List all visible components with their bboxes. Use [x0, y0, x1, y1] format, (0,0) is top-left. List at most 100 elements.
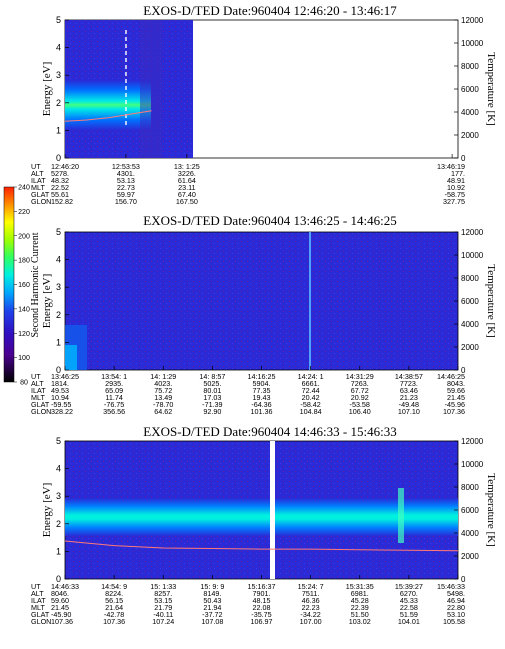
- ephemeris-value: 11.74: [105, 393, 122, 402]
- ephemeris-value: 6270.: [400, 589, 418, 598]
- ephemeris-value: 15:31:35: [346, 582, 374, 591]
- ephemeris-value: 21.64: [105, 603, 123, 612]
- ephemeris-value: 4023.: [154, 379, 172, 388]
- ephemeris-value: 356.56: [103, 407, 125, 416]
- panel-1-ephemeris-table: UTALTILATMLTGLATGLON12:46:205278.48.3222…: [31, 162, 465, 206]
- ephemeris-value: 107.00: [300, 617, 322, 626]
- panel-3-y2label: Temperature [K]: [485, 473, 497, 546]
- ephemeris-value: 14:46:33: [51, 582, 79, 591]
- ephemeris-value: 77.35: [253, 386, 271, 395]
- ephemeris-value: 328.22: [51, 407, 73, 416]
- ephemeris-value: 19.43: [253, 393, 271, 402]
- temperature-tick-label: 8000: [461, 483, 479, 492]
- ephemeris-value: -37.72: [202, 610, 222, 619]
- energy-tick-label: 5: [56, 436, 61, 446]
- ephemeris-value: 107.10: [398, 407, 420, 416]
- panel-1-temperature-curve: [64, 110, 152, 122]
- ephemeris-value: 7901.: [253, 589, 271, 598]
- ephemeris-row-label: GLAT: [31, 610, 50, 619]
- energy-tick-label: 5: [56, 227, 61, 237]
- panel-3-temperature-curve: [64, 540, 459, 552]
- energy-tick-label: 2: [56, 98, 61, 108]
- temperature-tick-label: 8000: [461, 62, 479, 71]
- energy-tick-label: 4: [56, 255, 61, 265]
- temperature-tick-label: 12000: [461, 228, 484, 237]
- ephemeris-value: 22.80: [447, 603, 465, 612]
- ephemeris-value: 3226.: [178, 169, 196, 178]
- panel-2: EXOS-D/TED Date:960404 13:46:25 - 14:46:…: [31, 213, 497, 416]
- colorbar-tick-label: 180: [18, 258, 30, 265]
- ephemeris-value: 8149.: [203, 589, 221, 598]
- energy-tick-label: 5: [56, 15, 61, 25]
- panel-3-ephemeris-table: UTALTILATMLTGLATGLON14:46:338046.59.6021…: [31, 582, 465, 626]
- ephemeris-value: 53.10: [447, 610, 465, 619]
- panel-1: EXOS-D/TED Date:960404 12:46:20 - 13:46:…: [31, 3, 497, 206]
- temperature-tick-label: 12000: [461, 437, 484, 446]
- ephemeris-value: 327.75: [443, 197, 465, 206]
- ephemeris-value: 55.61: [51, 190, 69, 199]
- ephemeris-value: 104.01: [398, 617, 420, 626]
- ephemeris-value: 107.36: [51, 617, 73, 626]
- ephemeris-value: 46.36: [302, 596, 320, 605]
- ephemeris-value: -42.78: [104, 610, 124, 619]
- ephemeris-value: -64.36: [251, 400, 271, 409]
- ephemeris-value: 80.01: [203, 386, 221, 395]
- ephemeris-value: 14:31:29: [346, 372, 374, 381]
- ephemeris-value: 14:46:25: [437, 372, 465, 381]
- ephemeris-value: -58.75: [445, 190, 465, 199]
- ephemeris-value: -34.22: [300, 610, 320, 619]
- ephemeris-value: 21.45: [447, 393, 465, 402]
- ephemeris-value: 8043.: [447, 379, 465, 388]
- temperature-tick-label: 6000: [461, 297, 479, 306]
- ephemeris-row-label: GLON: [31, 197, 51, 206]
- ephemeris-value: 56.15: [105, 596, 123, 605]
- ephemeris-value: 2935.: [105, 379, 123, 388]
- ephemeris-value: 22.52: [51, 183, 69, 192]
- ephemeris-value: 21.94: [203, 603, 221, 612]
- ephemeris-value: 15:24: 7: [298, 582, 324, 591]
- ephemeris-row-label: MLT: [31, 393, 45, 402]
- ephemeris-value: 6661.: [302, 379, 320, 388]
- energy-tick-label: 2: [56, 519, 61, 529]
- temperature-tick-label: 10000: [461, 39, 484, 48]
- ephemeris-value: 59.66: [447, 386, 465, 395]
- panel-3-band-spike: [398, 488, 404, 543]
- temperature-tick-label: 0: [461, 154, 466, 163]
- ephemeris-value: 106.40: [349, 407, 371, 416]
- colorbar-tick-label: 100: [18, 355, 30, 362]
- ephemeris-row-label: ALT: [31, 379, 44, 388]
- panel-1-noise-strip: [140, 20, 162, 158]
- ephemeris-value: 59.97: [117, 190, 135, 199]
- ephemeris-value: 48.15: [253, 596, 271, 605]
- ephemeris-value: 48.32: [51, 176, 69, 185]
- ephemeris-value: 7263.: [351, 379, 369, 388]
- ephemeris-value: 63.46: [400, 386, 418, 395]
- ephemeris-row-label: MLT: [31, 183, 45, 192]
- energy-tick-label: 0: [56, 574, 61, 584]
- ephemeris-value: 22.73: [117, 183, 135, 192]
- temperature-tick-label: 2000: [461, 131, 479, 140]
- ephemeris-value: 104.84: [300, 407, 322, 416]
- ephemeris-value: 5278.: [51, 169, 69, 178]
- ephemeris-value: 8257.: [154, 589, 172, 598]
- panel-2-y2label: Temperature [K]: [485, 264, 497, 337]
- ephemeris-value: 5904.: [253, 379, 271, 388]
- ephemeris-row-label: GLON: [31, 617, 51, 626]
- colorbar-label: Second Harmonic Current: [30, 232, 41, 337]
- energy-tick-label: 1: [56, 337, 61, 347]
- ephemeris-value: -76.75: [104, 400, 124, 409]
- ephemeris-value: 177.: [451, 169, 465, 178]
- ephemeris-row-label: GLAT: [31, 190, 50, 199]
- ephemeris-value: 14:24: 1: [298, 372, 324, 381]
- panel-2-low-energy-core: [65, 345, 77, 370]
- ephemeris-value: 46.94: [447, 596, 465, 605]
- ephemeris-value: 15:39:27: [395, 582, 423, 591]
- ephemeris-value: 21.79: [154, 603, 172, 612]
- temperature-tick-label: 4000: [461, 108, 479, 117]
- panel-2-title: EXOS-D/TED Date:960404 13:46:25 - 14:46:…: [143, 213, 396, 228]
- energy-tick-label: 3: [56, 70, 61, 80]
- ephemeris-value: 13:54: 1: [101, 372, 127, 381]
- ephemeris-value: 12:53:53: [112, 162, 140, 171]
- colorbar-tick-label: 140: [18, 306, 30, 313]
- colorbar-gradient: [3, 186, 15, 383]
